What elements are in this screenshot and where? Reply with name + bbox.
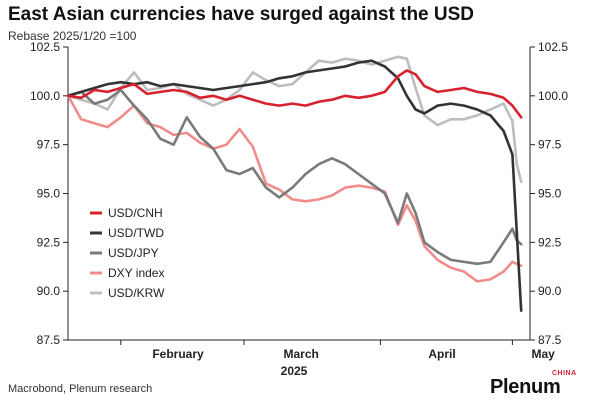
legend-label: USD/TWD (108, 226, 164, 240)
chart-subtitle: Rebase 2025/1/20 =100 (8, 29, 137, 43)
chart-title: East Asian currencies have surged agains… (8, 4, 475, 25)
x-tick-label: February (152, 347, 204, 361)
y-axis-left: 87.5 90.0 92.5 95.0 97.5 100.0 102.5 (30, 40, 68, 347)
y-tick-label-right: 87.5 (538, 333, 562, 347)
source-note: Macrobond, Plenum research (8, 383, 153, 395)
brand-logo-sup: CHINA (552, 370, 577, 377)
y-tick-label-left: 92.5 (37, 235, 61, 249)
series-line-usd-cnh (66, 69, 523, 119)
y-tick-label-right: 90.0 (538, 284, 562, 298)
series-line-usd-twd (66, 59, 523, 313)
legend-label: DXY index (108, 266, 164, 280)
legend-label: USD/CNH (108, 206, 163, 220)
legend: USD/CNH USD/TWD USD/JPY DXY index USD/KRW (90, 206, 165, 300)
brand-logo: Plenum (490, 376, 561, 398)
y-tick-label-left: 100.0 (30, 89, 60, 103)
y-tick-label-left: 90.0 (37, 284, 61, 298)
x-tick-label: March (284, 347, 319, 361)
y-tick-label-right: 102.5 (538, 40, 568, 54)
series-lines (66, 55, 523, 313)
x-axis: February March April May 2025 (120, 340, 556, 378)
y-tick-label-right: 92.5 (538, 235, 562, 249)
y-tick-label-left: 95.0 (37, 187, 61, 201)
y-tick-label-left: 97.5 (37, 138, 61, 152)
y-tick-label-left: 102.5 (30, 40, 60, 54)
x-tick-label: May (532, 347, 556, 361)
y-axis-right: 87.5 90.0 92.5 95.0 97.5 100.0 102.5 (530, 40, 568, 347)
y-tick-label-left: 87.5 (37, 333, 61, 347)
x-axis-year-label: 2025 (281, 364, 308, 378)
y-tick-label-right: 100.0 (538, 89, 568, 103)
legend-label: USD/JPY (108, 246, 159, 260)
series-line-usd-jpy (66, 88, 523, 266)
series-line-usd-krw (66, 55, 523, 184)
x-tick-label: April (428, 347, 455, 361)
legend-label: USD/KRW (108, 286, 165, 300)
y-tick-label-right: 95.0 (538, 187, 562, 201)
y-tick-label-right: 97.5 (538, 138, 562, 152)
